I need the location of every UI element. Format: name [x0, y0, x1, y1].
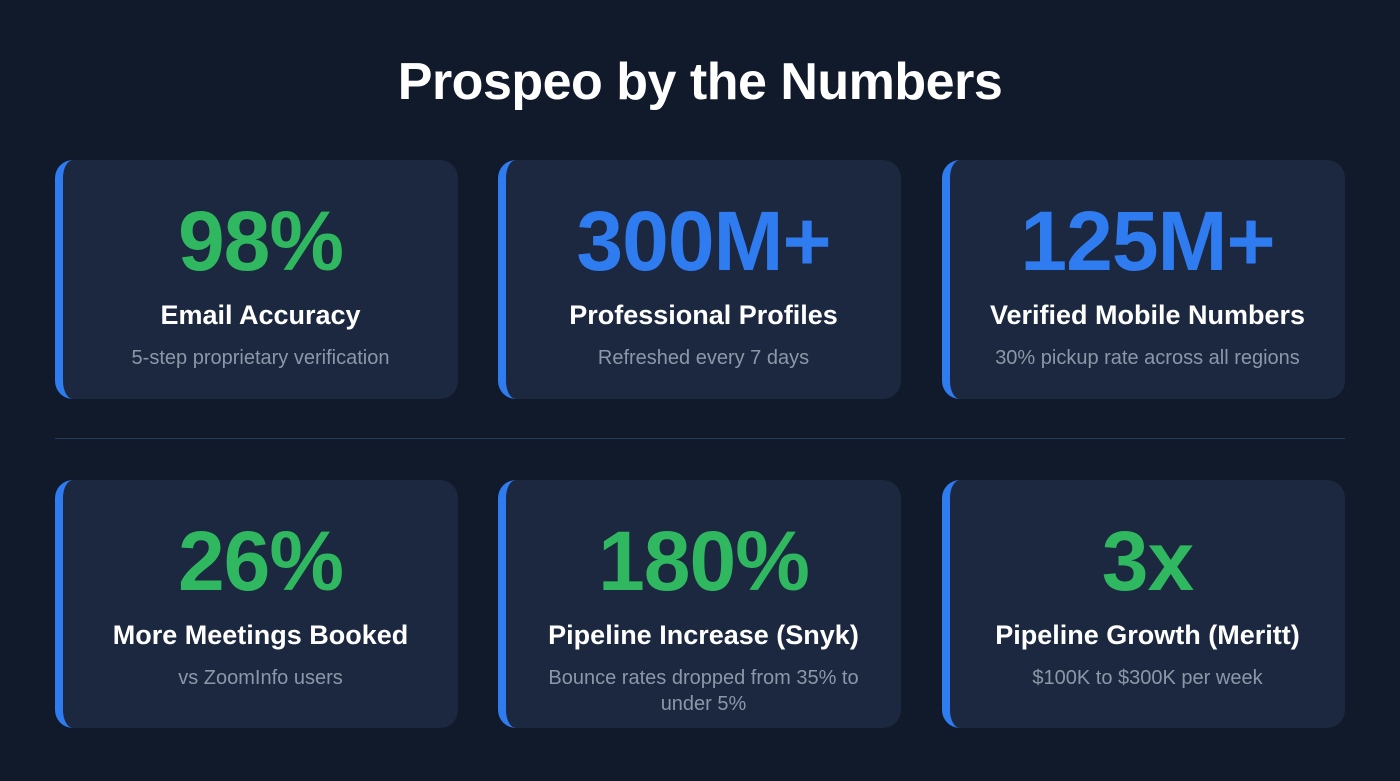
section-divider: [55, 438, 1345, 439]
stat-value: 26%: [177, 514, 344, 608]
stat-value: 3x: [1101, 514, 1194, 608]
stat-card-meetings-booked: 26% More Meetings Booked vs ZoomInfo use…: [55, 480, 458, 728]
stat-card-professional-profiles: 300M+ Professional Profiles Refreshed ev…: [498, 160, 901, 399]
stat-subtext: Refreshed every 7 days: [597, 347, 810, 369]
stat-label: More Meetings Booked: [112, 620, 409, 650]
stat-label: Verified Mobile Numbers: [989, 300, 1306, 330]
stat-label: Professional Profiles: [569, 300, 838, 330]
stat-label: Email Accuracy: [160, 300, 361, 330]
stat-subtext: 5-step proprietary verification: [131, 347, 390, 369]
stat-value: 300M+: [576, 194, 831, 288]
stat-label: Pipeline Increase (Snyk): [548, 620, 859, 650]
stat-subtext: 30% pickup rate across all regions: [995, 347, 1300, 369]
stat-subtext: vs ZoomInfo users: [178, 667, 343, 689]
stat-card-mobile-numbers: 125M+ Verified Mobile Numbers 30% pickup…: [942, 160, 1345, 399]
stat-value: 180%: [598, 514, 810, 608]
stat-subtext: Bounce rates dropped from 35% to under 5…: [548, 667, 859, 715]
stat-card-pipeline-increase: 180% Pipeline Increase (Snyk) Bounce rat…: [498, 480, 901, 728]
page-title: Prospeo by the Numbers: [397, 53, 1003, 111]
stat-card-pipeline-growth: 3x Pipeline Growth (Meritt) $100K to $30…: [942, 480, 1345, 728]
stat-label: Pipeline Growth (Meritt): [995, 620, 1300, 650]
stat-subtext: $100K to $300K per week: [1032, 667, 1263, 689]
stat-value: 98%: [177, 194, 344, 288]
stat-card-email-accuracy: 98% Email Accuracy 5-step proprietary ve…: [55, 160, 458, 399]
stat-value: 125M+: [1020, 194, 1275, 288]
